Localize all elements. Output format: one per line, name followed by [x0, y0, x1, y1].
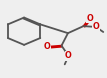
Text: O: O: [86, 14, 93, 23]
Text: O: O: [92, 22, 99, 31]
Text: O: O: [44, 42, 51, 51]
Text: O: O: [65, 51, 72, 60]
